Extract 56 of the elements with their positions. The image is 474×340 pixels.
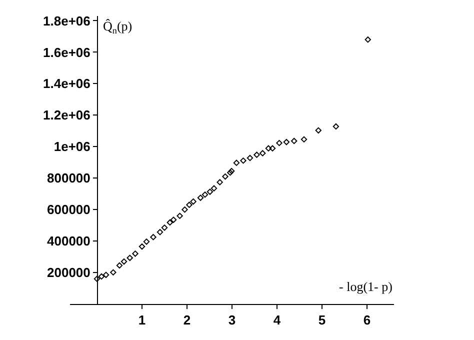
point xyxy=(216,179,223,186)
y-tick-label: 1.2e+06 xyxy=(43,108,90,123)
point xyxy=(161,224,168,231)
point xyxy=(210,185,218,192)
point xyxy=(110,269,116,276)
x-axis-title: - log(1- p) xyxy=(339,279,392,294)
x-tick-label: 5 xyxy=(318,312,326,328)
point xyxy=(283,138,290,146)
point xyxy=(260,150,266,156)
point xyxy=(120,258,128,265)
point xyxy=(254,152,260,158)
y-tick-label: 1.4e+06 xyxy=(43,76,90,92)
point xyxy=(190,198,196,205)
point xyxy=(98,273,105,280)
y-tick-label: 1e+06 xyxy=(54,139,90,154)
y-tick-label: 200000 xyxy=(47,265,90,280)
x-tick-label: 4 xyxy=(273,312,282,328)
point xyxy=(265,145,272,152)
point xyxy=(116,262,123,269)
point xyxy=(291,138,298,144)
point xyxy=(143,238,150,245)
point xyxy=(246,154,254,162)
point xyxy=(182,206,188,213)
y-tick-label: 1.6e+06 xyxy=(43,44,90,60)
y-axis-title: Q̂$_{n}$(p) xyxy=(103,18,132,36)
point xyxy=(315,127,322,134)
x-tick-label: 1 xyxy=(138,312,146,328)
point xyxy=(126,254,133,261)
x-tick-label: 3 xyxy=(228,312,236,328)
point xyxy=(222,173,228,180)
point xyxy=(202,192,208,198)
point xyxy=(206,188,214,195)
point xyxy=(332,123,340,130)
x-tick-label: 2 xyxy=(183,312,191,328)
point xyxy=(269,145,276,152)
point xyxy=(276,140,282,146)
point xyxy=(132,250,138,257)
y-tick-label: 400000 xyxy=(47,234,90,249)
point xyxy=(150,234,156,240)
point xyxy=(94,276,100,282)
y-tick-label: 800000 xyxy=(47,170,90,186)
point xyxy=(197,194,204,201)
point xyxy=(176,212,183,219)
point xyxy=(166,219,173,226)
point xyxy=(240,158,246,164)
point xyxy=(300,136,308,142)
point xyxy=(233,160,240,166)
y-tick-label: 1.8e+06 xyxy=(43,13,90,28)
point xyxy=(364,36,371,43)
point xyxy=(170,216,177,223)
y-tick-label: 600000 xyxy=(47,202,90,218)
point xyxy=(102,272,110,278)
point xyxy=(186,202,192,208)
x-tick-label: 6 xyxy=(363,312,371,328)
point xyxy=(138,243,146,250)
point xyxy=(156,228,164,236)
